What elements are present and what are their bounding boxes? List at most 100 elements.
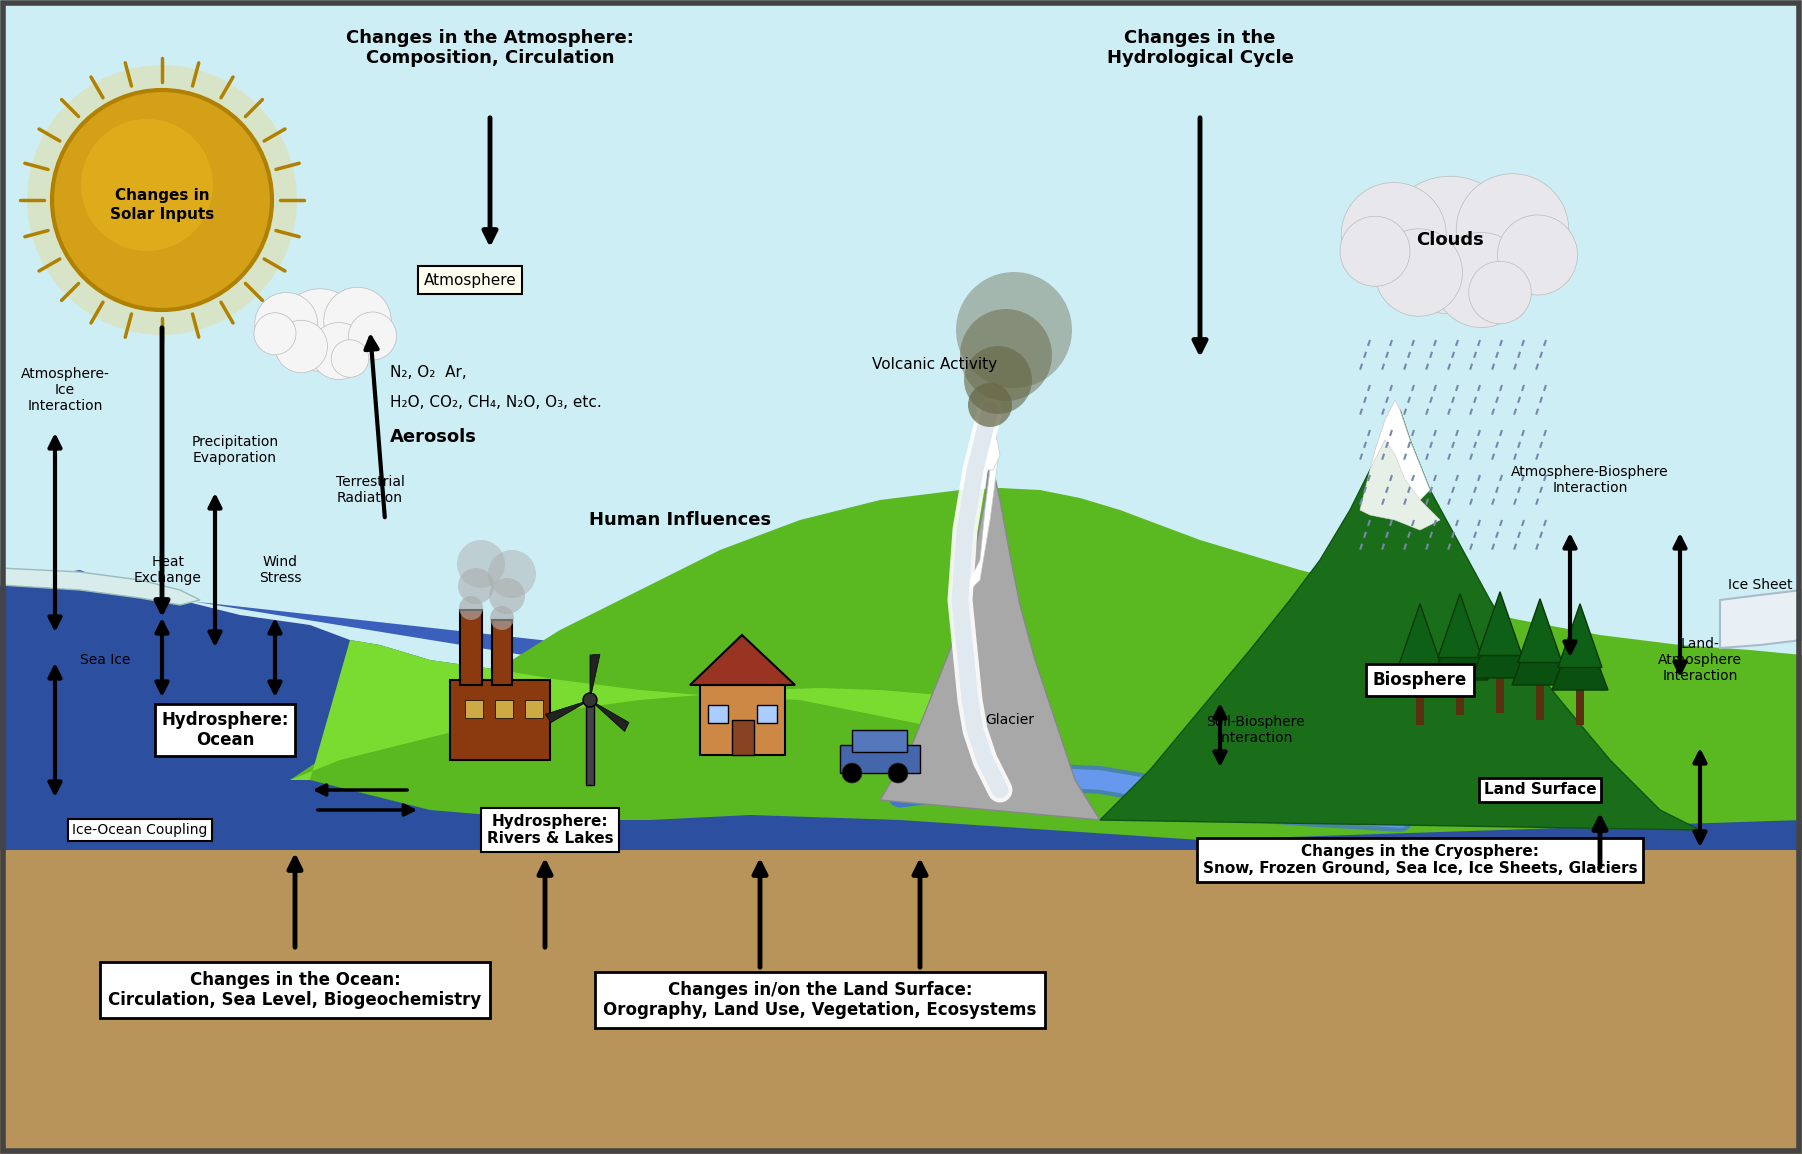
Bar [524, 700, 542, 718]
Polygon shape [879, 455, 1099, 820]
Bar [450, 680, 550, 760]
Circle shape [1341, 216, 1409, 286]
Polygon shape [0, 568, 200, 605]
Text: Ice-Ocean Coupling: Ice-Ocean Coupling [72, 823, 207, 837]
Bar [586, 695, 595, 785]
Bar [1496, 679, 1505, 713]
Polygon shape [589, 700, 629, 732]
Text: Changes in the
Hydrological Cycle: Changes in the Hydrological Cycle [1106, 29, 1294, 67]
Bar [732, 720, 753, 755]
Circle shape [1497, 215, 1577, 295]
Bar [496, 700, 514, 718]
Circle shape [1382, 177, 1519, 314]
Polygon shape [1391, 615, 1449, 690]
Text: Biosphere: Biosphere [1373, 670, 1467, 689]
Circle shape [279, 288, 360, 372]
Polygon shape [1478, 592, 1523, 655]
Text: N₂, O₂  Ar,: N₂, O₂ Ar, [389, 365, 467, 380]
Circle shape [957, 272, 1072, 388]
Polygon shape [1099, 410, 1699, 830]
Text: Changes in/on the Land Surface:
Orography, Land Use, Vegetation, Ecosystems: Changes in/on the Land Surface: Orograph… [604, 981, 1036, 1019]
Circle shape [584, 694, 596, 707]
Bar [465, 700, 483, 718]
Circle shape [1456, 174, 1570, 286]
Polygon shape [1433, 605, 1488, 680]
Polygon shape [290, 488, 1802, 840]
Text: Atmosphere: Atmosphere [423, 272, 517, 287]
Circle shape [27, 65, 297, 335]
Circle shape [324, 287, 391, 354]
Circle shape [254, 313, 296, 354]
Polygon shape [1552, 615, 1607, 690]
Bar [757, 705, 777, 724]
Text: Atmosphere-
Ice
Interaction: Atmosphere- Ice Interaction [20, 367, 110, 413]
Text: Changes in the Cryosphere:
Snow, Frozen Ground, Sea Ice, Ice Sheets, Glaciers: Changes in the Cryosphere: Snow, Frozen … [1202, 844, 1638, 876]
Circle shape [460, 595, 483, 620]
Polygon shape [1559, 604, 1602, 667]
Bar [708, 705, 728, 724]
Circle shape [52, 90, 272, 310]
Polygon shape [546, 700, 589, 722]
Text: H₂O, CO₂, CH₄, N₂O, O₃, etc.: H₂O, CO₂, CH₄, N₂O, O₃, etc. [389, 395, 602, 410]
Polygon shape [1517, 599, 1562, 662]
Circle shape [968, 383, 1013, 427]
Text: Hydrosphere:
Ocean: Hydrosphere: Ocean [160, 711, 288, 749]
Circle shape [960, 309, 1052, 400]
Text: Sea Ice: Sea Ice [79, 653, 130, 667]
Polygon shape [1472, 604, 1528, 679]
Bar [852, 730, 906, 752]
Circle shape [488, 550, 535, 598]
Polygon shape [0, 570, 1802, 780]
Polygon shape [1512, 610, 1568, 685]
Bar [1577, 690, 1584, 725]
Polygon shape [0, 730, 1802, 1154]
Circle shape [81, 119, 213, 252]
Circle shape [1341, 182, 1447, 287]
Polygon shape [690, 635, 795, 685]
Text: Changes in the Atmosphere:
Composition, Circulation: Changes in the Atmosphere: Composition, … [346, 29, 634, 67]
Text: Precipitation
Evaporation: Precipitation Evaporation [191, 435, 279, 465]
Text: Hydrosphere:
Rivers & Lakes: Hydrosphere: Rivers & Lakes [487, 814, 613, 846]
Text: Ice Sheet: Ice Sheet [1728, 578, 1793, 592]
Circle shape [888, 763, 908, 784]
Circle shape [276, 321, 328, 373]
Bar [1456, 680, 1463, 715]
Bar [1416, 690, 1424, 725]
Text: Aerosols: Aerosols [389, 428, 478, 445]
Circle shape [458, 568, 494, 604]
Circle shape [1469, 261, 1532, 324]
Polygon shape [1370, 400, 1431, 500]
Polygon shape [1438, 594, 1481, 658]
Text: Changes in
Solar Inputs: Changes in Solar Inputs [110, 188, 214, 223]
Bar [840, 745, 921, 773]
Bar [699, 685, 786, 755]
Bar [460, 610, 481, 685]
Circle shape [254, 292, 317, 355]
Polygon shape [290, 640, 1051, 780]
Text: Wind
Stress: Wind Stress [259, 555, 301, 585]
Text: Land Surface: Land Surface [1483, 782, 1597, 797]
Text: Volcanic Activity: Volcanic Activity [872, 358, 998, 373]
Polygon shape [0, 570, 1802, 850]
Text: Changes in the Ocean:
Circulation, Sea Level, Biogeochemistry: Changes in the Ocean: Circulation, Sea L… [108, 971, 481, 1010]
Text: Terrestrial
Radiation: Terrestrial Radiation [335, 475, 404, 505]
Polygon shape [589, 654, 600, 700]
Text: Soil-Biosphere
Interaction: Soil-Biosphere Interaction [1206, 714, 1305, 745]
Circle shape [332, 339, 369, 377]
Circle shape [1375, 228, 1463, 316]
Polygon shape [1719, 590, 1802, 649]
Text: Heat
Exchange: Heat Exchange [133, 555, 202, 585]
Polygon shape [980, 410, 1000, 470]
Text: Clouds: Clouds [1416, 231, 1483, 249]
Circle shape [310, 322, 368, 380]
Bar [492, 620, 512, 685]
Circle shape [842, 763, 861, 784]
Circle shape [488, 578, 524, 614]
Circle shape [348, 312, 396, 360]
Polygon shape [960, 455, 998, 600]
Text: Atmosphere-Biosphere
Interaction: Atmosphere-Biosphere Interaction [1512, 465, 1669, 495]
Bar [1535, 685, 1544, 720]
Circle shape [458, 540, 505, 589]
Polygon shape [1398, 604, 1442, 667]
Polygon shape [1361, 440, 1440, 530]
